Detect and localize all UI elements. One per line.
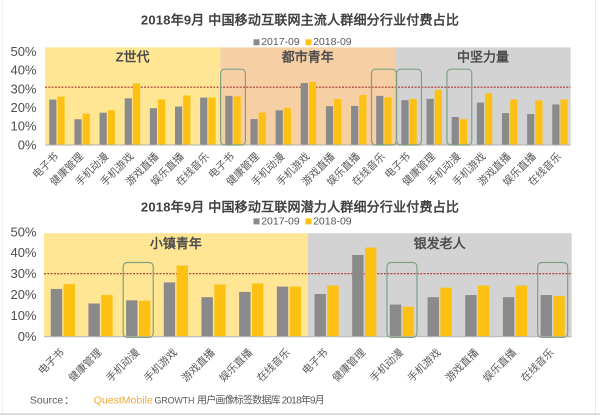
svg-text:20%: 20% xyxy=(10,287,36,302)
svg-text:小镇青年: 小镇青年 xyxy=(150,236,202,251)
svg-text:2018-09: 2018-09 xyxy=(313,215,352,227)
svg-text:20%: 20% xyxy=(10,100,36,115)
svg-text:2018年9月 中国移动互联网主流人群细分行业付费占比: 2018年9月 中国移动互联网主流人群细分行业付费占比 xyxy=(141,13,459,28)
svg-text:40%: 40% xyxy=(10,245,36,260)
svg-text:30%: 30% xyxy=(10,81,36,96)
svg-text:2017-09: 2017-09 xyxy=(261,36,300,48)
svg-text:0%: 0% xyxy=(18,137,37,152)
svg-text:银发老人: 银发老人 xyxy=(414,236,467,251)
svg-text:0%: 0% xyxy=(18,329,37,344)
svg-text:Z世代: Z世代 xyxy=(116,50,150,65)
svg-text:用户画像标签数据库 2018年9月: 用户画像标签数据库 2018年9月 xyxy=(197,394,324,407)
svg-text:30%: 30% xyxy=(10,266,36,281)
svg-text:2018年9月 中国移动互联网潜力人群细分行业付费占比: 2018年9月 中国移动互联网潜力人群细分行业付费占比 xyxy=(141,200,459,215)
svg-text:都市青年: 都市青年 xyxy=(281,50,334,65)
svg-text:10%: 10% xyxy=(10,308,36,323)
svg-text:中坚力量: 中坚力量 xyxy=(457,50,509,65)
svg-text:40%: 40% xyxy=(10,63,36,78)
svg-text:QuestMobile: QuestMobile xyxy=(94,395,153,407)
svg-text:2018-09: 2018-09 xyxy=(313,36,352,48)
svg-text:2017-09: 2017-09 xyxy=(261,215,300,227)
svg-text:10%: 10% xyxy=(10,119,36,134)
svg-text:50%: 50% xyxy=(10,44,36,59)
svg-text:50%: 50% xyxy=(10,224,36,239)
svg-text:：: ： xyxy=(64,395,75,407)
svg-text:Source: Source xyxy=(30,395,63,407)
svg-text:GROWTH: GROWTH xyxy=(155,396,195,406)
